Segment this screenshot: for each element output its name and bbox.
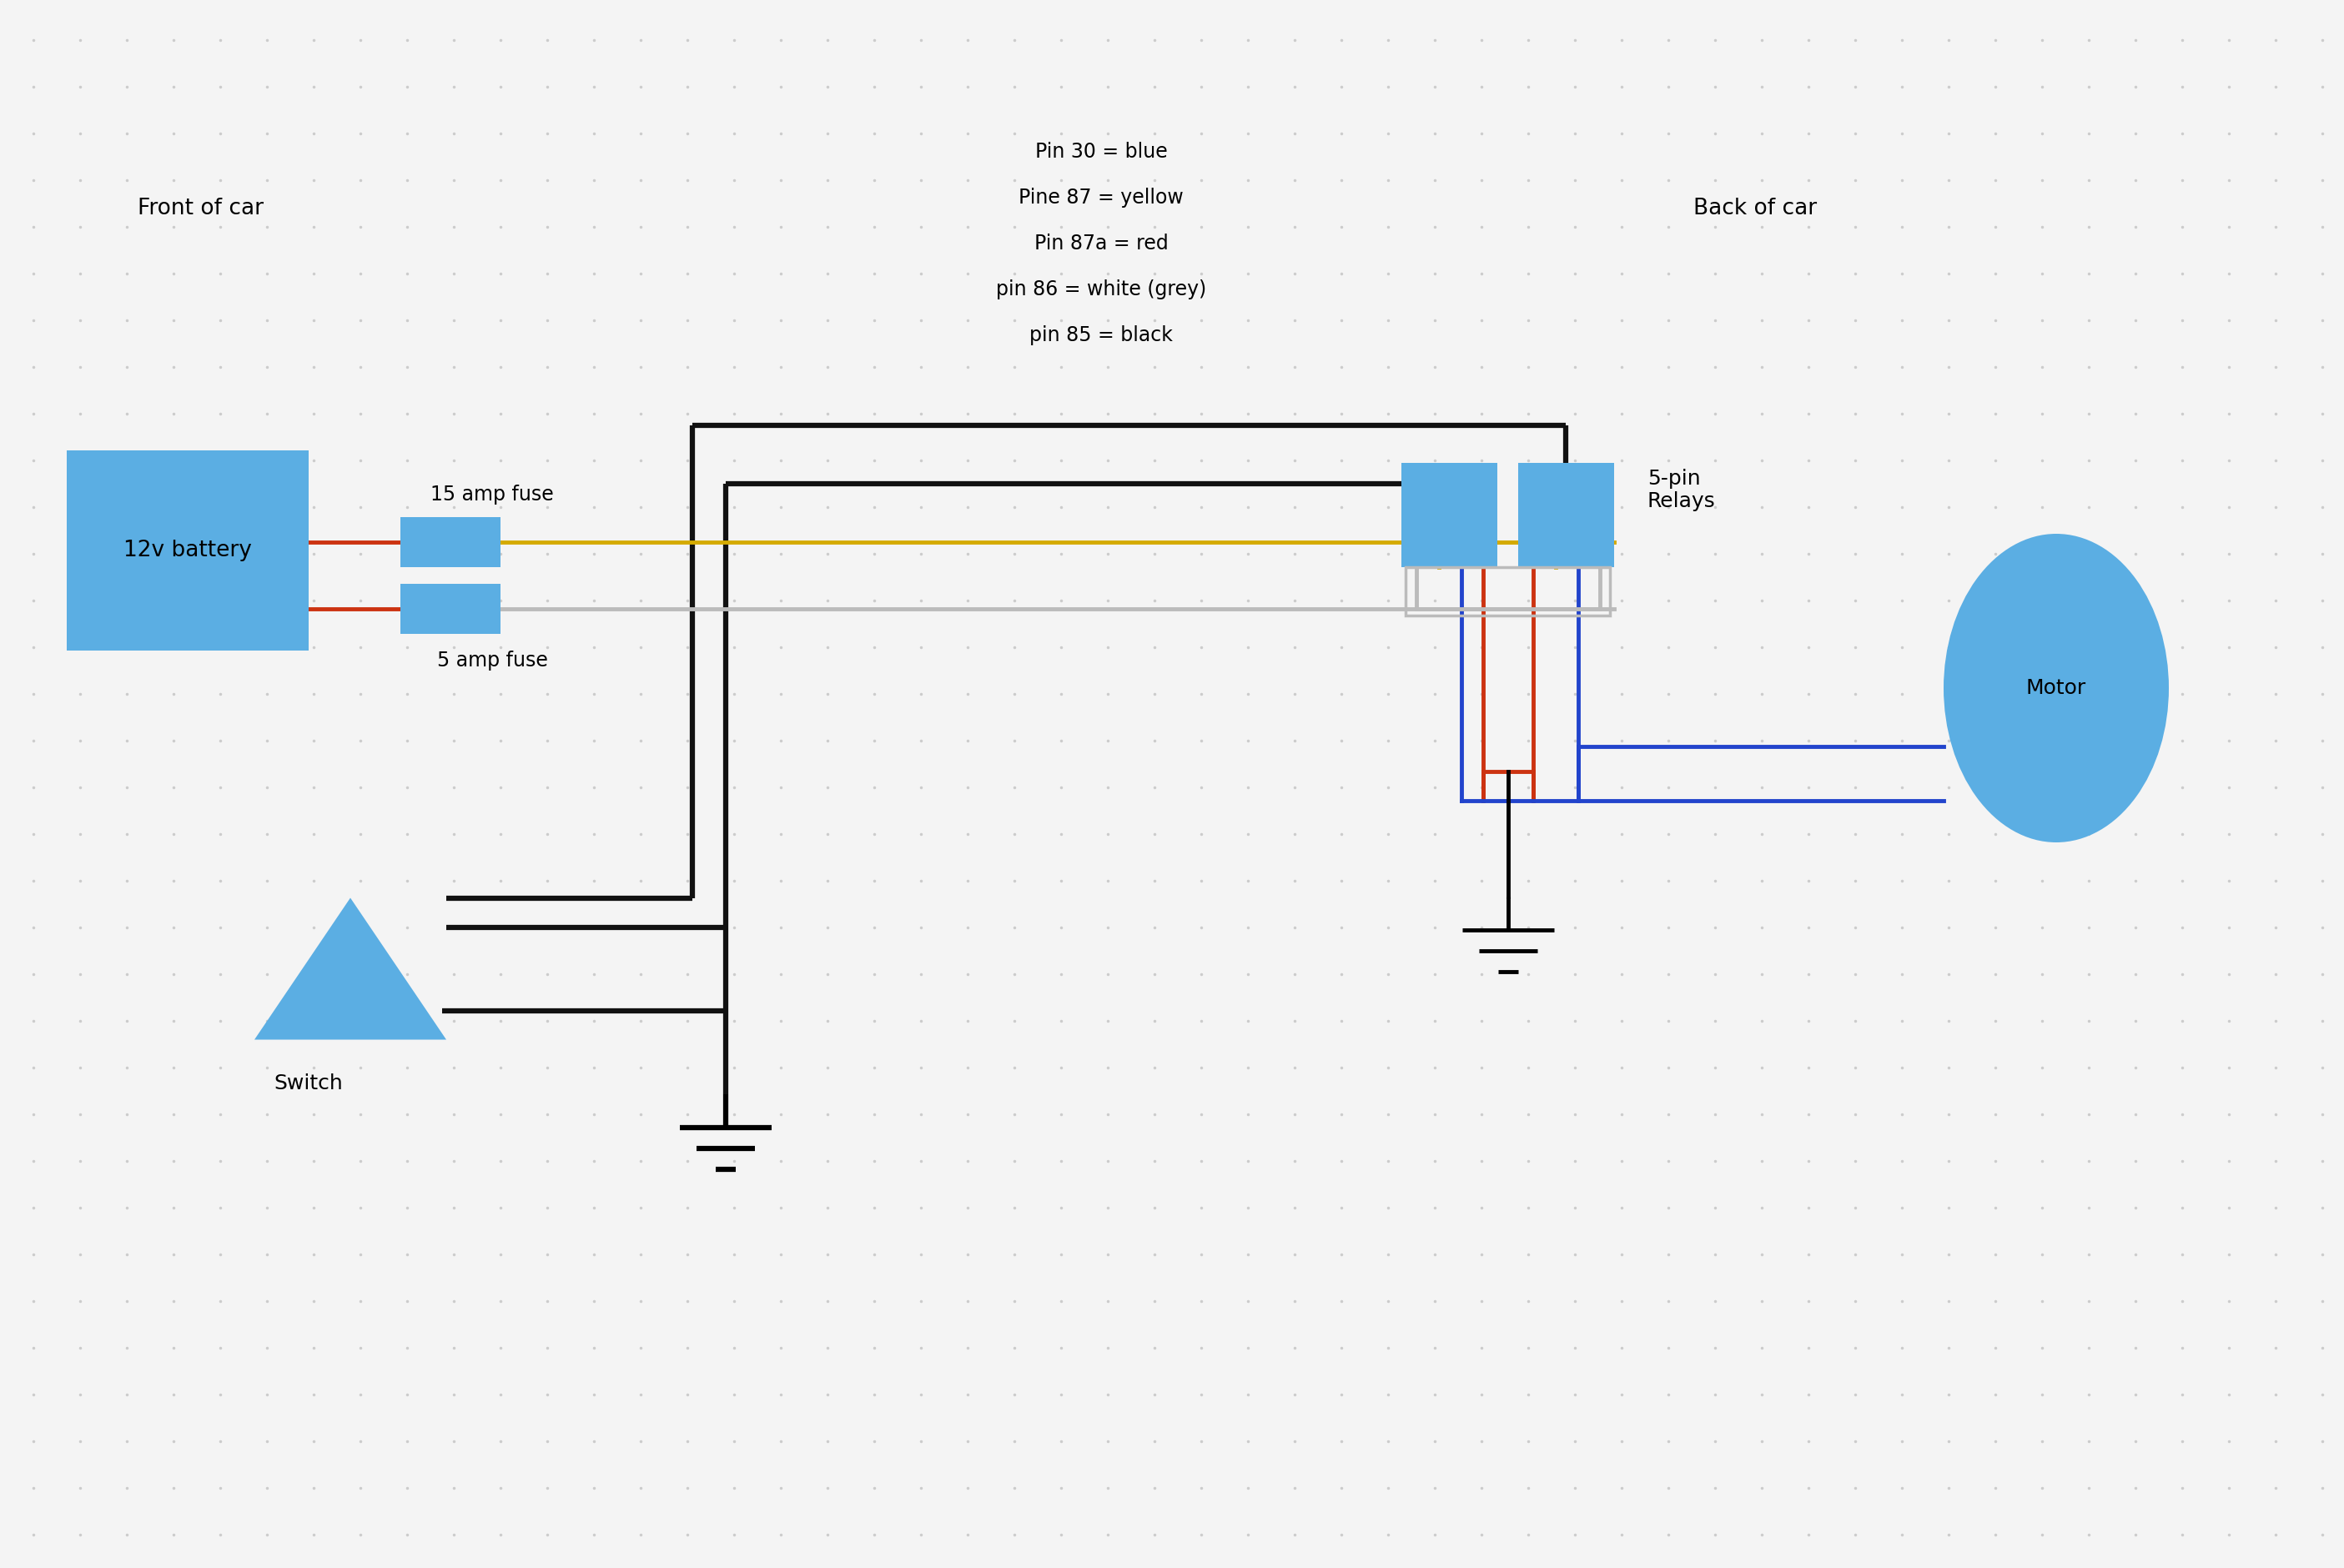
Text: Pin 87a = red: Pin 87a = red (1034, 234, 1167, 254)
FancyBboxPatch shape (1402, 463, 1498, 568)
FancyBboxPatch shape (66, 450, 309, 651)
Ellipse shape (1943, 533, 2168, 842)
Text: Pin 30 = blue: Pin 30 = blue (1036, 141, 1167, 162)
FancyBboxPatch shape (1519, 463, 1615, 568)
Text: Switch: Switch (274, 1073, 342, 1093)
Text: Pine 87 = yellow: Pine 87 = yellow (1020, 188, 1184, 207)
FancyBboxPatch shape (401, 583, 502, 633)
Text: Back of car: Back of car (1692, 198, 1817, 220)
Polygon shape (255, 898, 445, 1040)
Text: 5-pin
Relays: 5-pin Relays (1648, 469, 1716, 511)
Text: pin 86 = white (grey): pin 86 = white (grey) (996, 279, 1207, 299)
Bar (1406, 568, 1610, 616)
Text: pin 85 = black: pin 85 = black (1029, 325, 1172, 345)
Text: 15 amp fuse: 15 amp fuse (431, 485, 553, 505)
Text: Motor: Motor (2025, 677, 2086, 698)
Text: 5 amp fuse: 5 amp fuse (436, 651, 548, 671)
Text: Front of car: Front of car (138, 198, 263, 220)
FancyBboxPatch shape (401, 517, 502, 568)
Text: 12v battery: 12v battery (124, 539, 251, 561)
